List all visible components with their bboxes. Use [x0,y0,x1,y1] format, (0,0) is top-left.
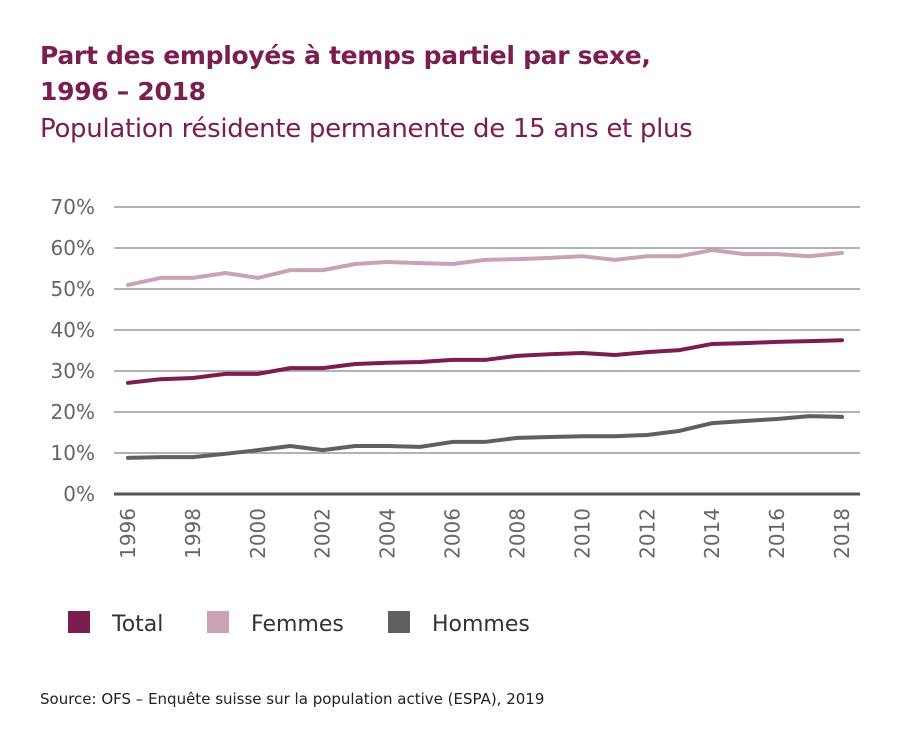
legend-swatch-femmes [207,611,229,633]
legend-label-femmes: Femmes [251,612,344,637]
y-tick-label: 60% [51,236,95,260]
x-tick-label: 2014 [700,508,724,559]
x-tick-label: 2008 [505,508,529,559]
y-tick-label: 20% [51,400,95,424]
y-tick-label: 40% [51,318,95,342]
y-tick-label: 30% [51,359,95,383]
series-line-femmes [126,248,844,287]
legend-label-total: Total [111,612,163,637]
x-tick-label: 2002 [311,508,335,559]
x-tick-label: 2004 [376,508,400,559]
x-tick-label: 1998 [181,508,205,559]
x-tick-label: 2006 [441,508,465,559]
y-tick-label: 0% [63,482,95,506]
x-tick-label: 1996 [116,508,140,559]
legend-swatch-hommes [388,611,410,633]
title-line-1: Part des employés à temps partiel par se… [40,41,651,70]
legend-swatch-total [68,611,90,633]
chart-subtitle: Population résidente permanente de 15 an… [40,114,693,144]
series-line-total [126,338,844,385]
chart-title: Part des employés à temps partiel par se… [40,38,651,110]
x-tick-label: 2012 [635,508,659,559]
x-tick-label: 2016 [765,508,789,559]
y-tick-label: 10% [51,441,95,465]
legend-label-hommes: Hommes [432,612,530,637]
y-tick-label: 50% [51,277,95,301]
x-tick-label: 2000 [246,508,270,559]
series-line-hommes [126,414,844,460]
source-note: Source: OFS – Enquête suisse sur la popu… [40,690,545,708]
title-line-2: 1996 – 2018 [40,77,206,106]
x-tick-label: 2018 [830,508,854,559]
y-tick-label: 70% [51,195,95,219]
x-tick-label: 2010 [570,508,594,559]
